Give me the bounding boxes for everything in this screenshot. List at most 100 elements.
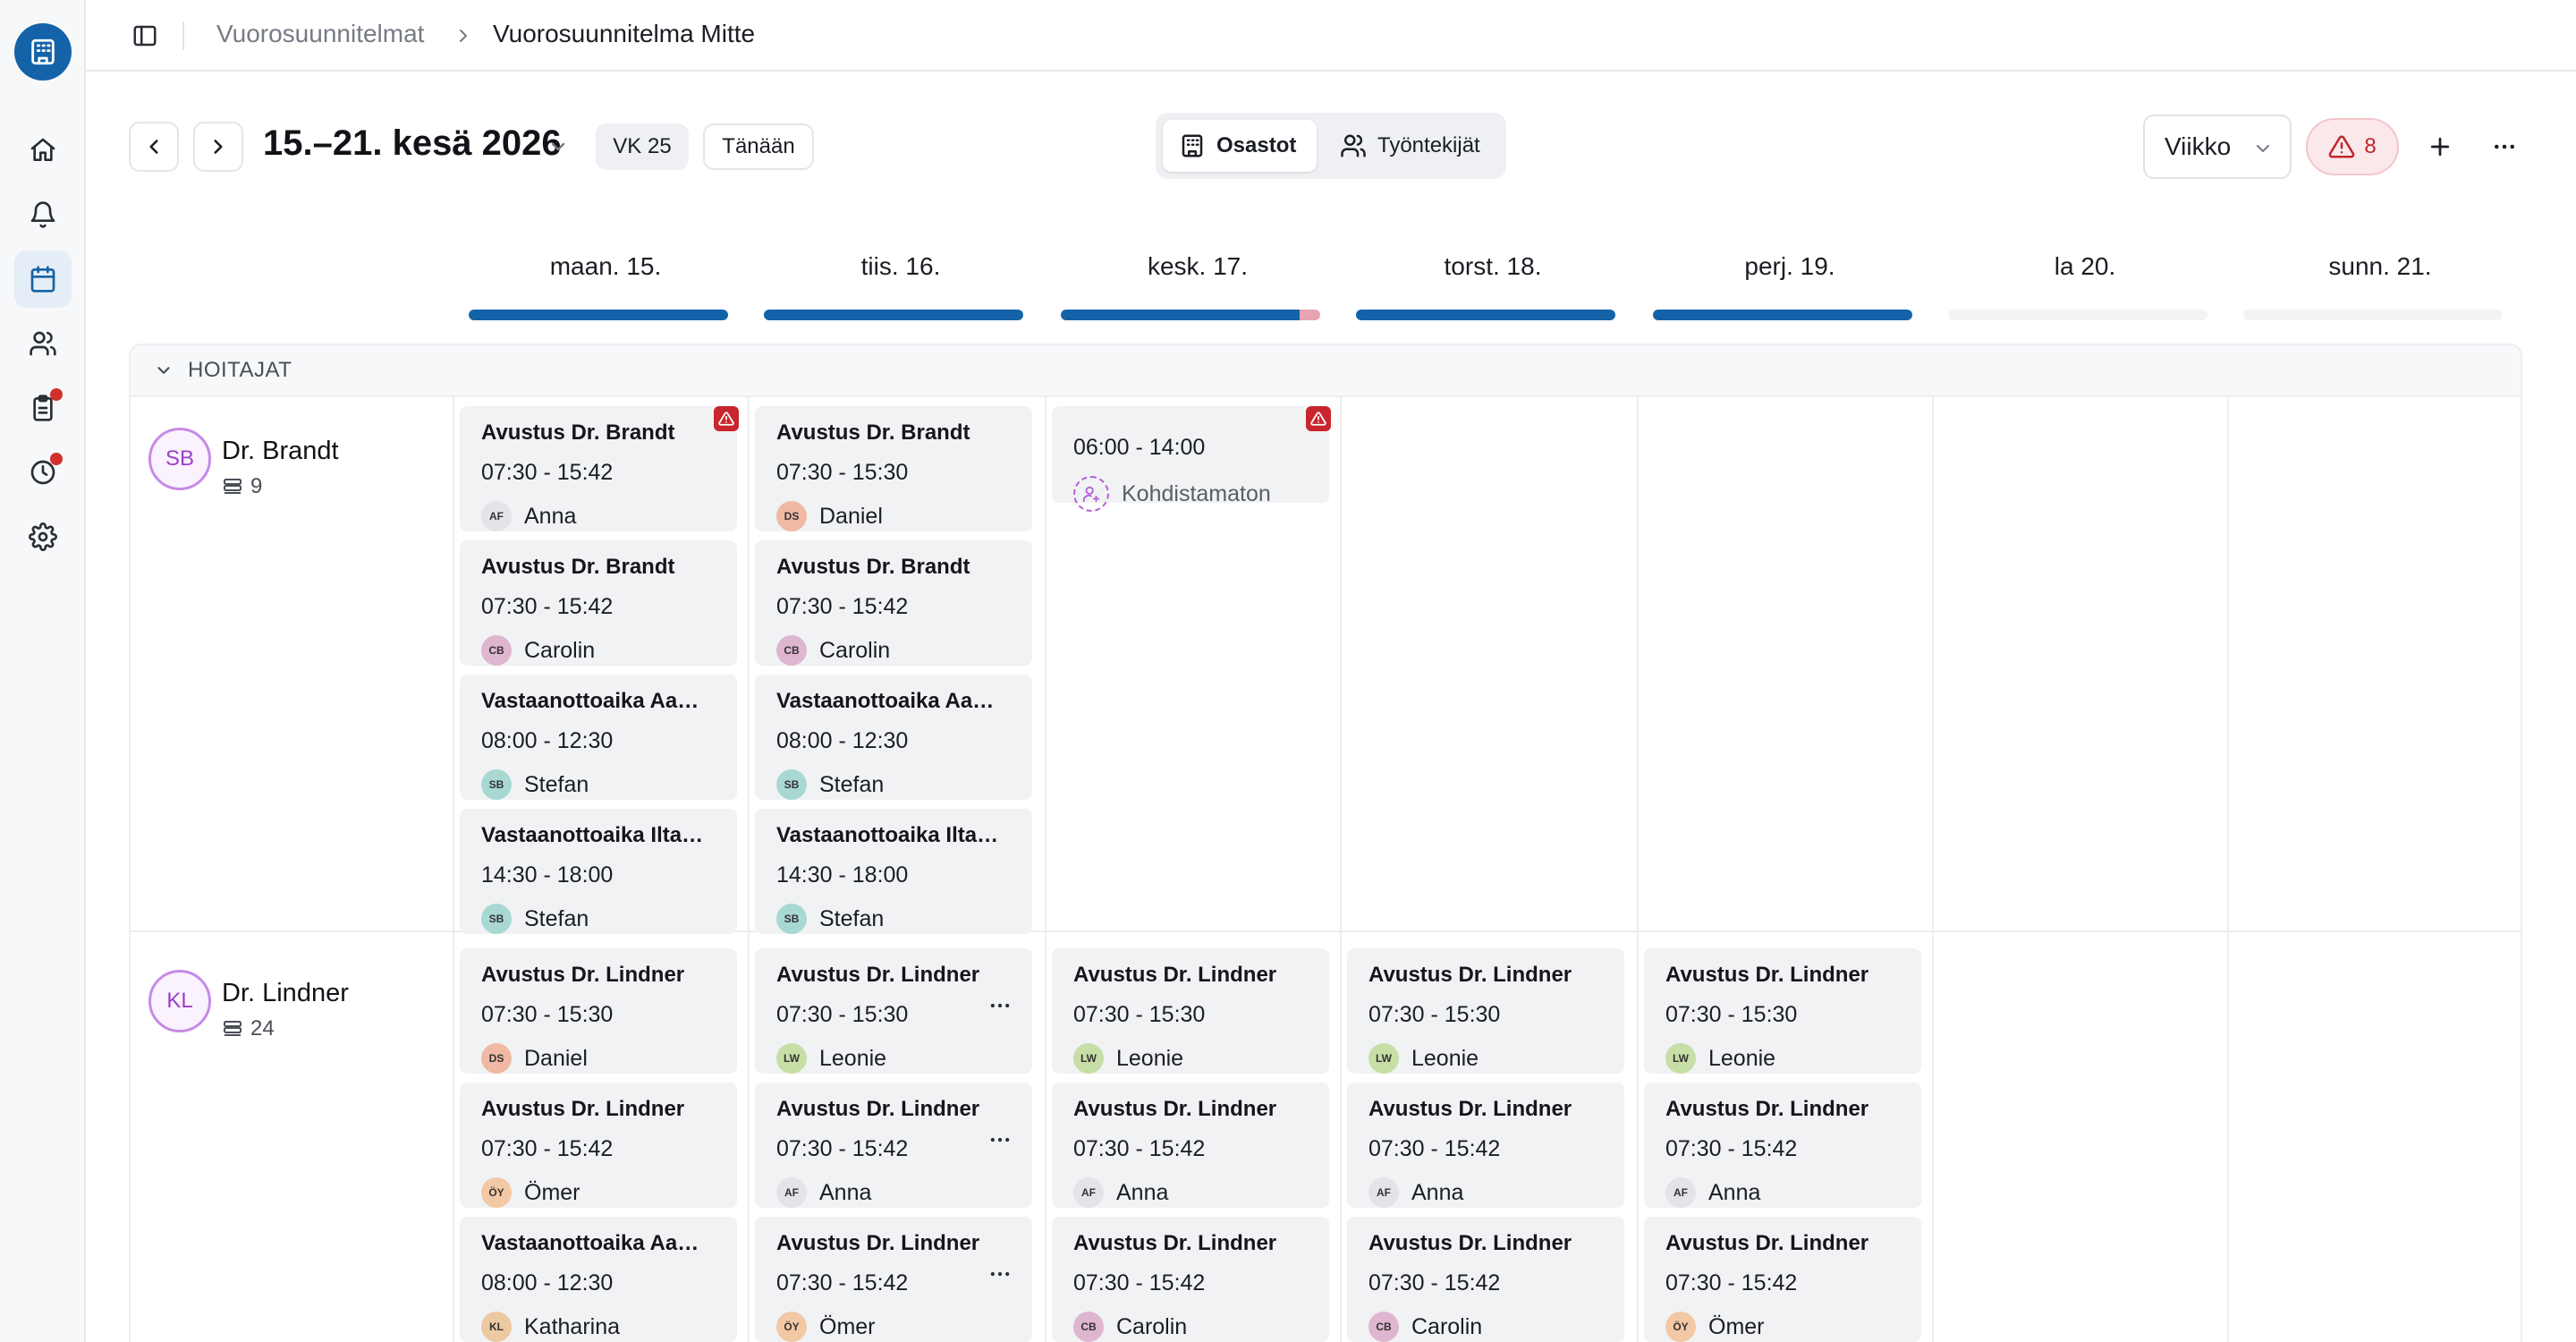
shift-card[interactable]: Vastaanottoaika Aamupäivä 08:00 - 12:30 SB…: [460, 675, 737, 800]
nav-settings[interactable]: [14, 508, 72, 565]
tab-label: Osastot: [1216, 133, 1297, 157]
shift-card[interactable]: Avustus Dr. Lindner 07:30 - 15:42 CB Caroli…: [1347, 1217, 1624, 1342]
schedule-grid: HOITAJAT SB Dr. Brandt 9 Avustus Dr. Brandt…: [129, 344, 2522, 1342]
users-icon: [30, 331, 56, 356]
shift-title: Avustus Dr. Lindner: [1665, 1231, 1869, 1255]
shift-card[interactable]: Avustus Dr. Lindner 07:30 - 15:30 LW Leonie: [755, 948, 1032, 1074]
more-options-button[interactable]: [2483, 125, 2526, 168]
shift-card[interactable]: Vastaanottoaika Aamupäivä 08:00 - 12:30 SB…: [755, 675, 1032, 800]
nav-home[interactable]: [14, 122, 72, 179]
shift-worker: CB Carolin: [481, 635, 716, 666]
column-divider: [1340, 397, 1342, 1342]
shift-time: 07:30 - 15:42: [1368, 1270, 1501, 1295]
group-header[interactable]: HOITAJAT: [131, 345, 2521, 397]
shift-time: 14:30 - 18:00: [481, 862, 614, 888]
shift-title: Avustus Dr. Brandt: [776, 420, 970, 445]
worker-name: Anna: [819, 1179, 872, 1205]
sidebar-toggle-button[interactable]: [129, 20, 161, 52]
previous-week-button[interactable]: [129, 122, 179, 172]
shift-time: 07:30 - 15:42: [1368, 1136, 1501, 1161]
shift-card[interactable]: Avustus Dr. Lindner 07:30 - 15:42 AF Anna: [1052, 1083, 1329, 1208]
users-icon: [1341, 134, 1366, 157]
more-horizontal-icon[interactable]: [987, 993, 1013, 1018]
alert-triangle-icon: [718, 412, 734, 426]
shift-card[interactable]: Avustus Dr. Lindner 07:30 - 15:42 AF Anna: [1347, 1083, 1624, 1208]
alert-triangle-icon: [1310, 412, 1326, 426]
shift-card[interactable]: Avustus Dr. Lindner 07:30 - 15:30 LW Leonie: [1347, 948, 1624, 1074]
shift-card[interactable]: Avustus Dr. Lindner 07:30 - 15:30 LW Leonie: [1644, 948, 1921, 1074]
shift-worker: SB Stefan: [776, 769, 1011, 800]
shift-card[interactable]: Avustus Dr. Brandt 07:30 - 15:30 DS Daniel: [755, 406, 1032, 531]
shift-worker: DS Daniel: [776, 501, 1011, 531]
nav-notifications[interactable]: [14, 186, 72, 243]
nav-requests[interactable]: [14, 379, 72, 437]
worker-name: Stefan: [819, 771, 885, 797]
worker-name: Leonie: [1411, 1045, 1479, 1071]
view-period-select[interactable]: Viikko: [2143, 115, 2292, 179]
person-name: Dr. Lindner: [222, 979, 349, 1007]
home-icon: [30, 138, 55, 161]
shift-card[interactable]: Avustus Dr. Brandt 07:30 - 15:42 CB Carolin: [755, 540, 1032, 666]
day-header: tiis. 16.: [860, 252, 941, 280]
building-icon: [31, 38, 55, 65]
shift-card[interactable]: Vastaanottoaika Aamupäivä 08:00 - 12:30 KL…: [460, 1217, 737, 1342]
warnings-button[interactable]: 8: [2306, 118, 2399, 175]
day-header: kesk. 17.: [1147, 252, 1249, 280]
shift-warning-badge[interactable]: [1306, 406, 1331, 431]
worker-avatar: LW: [1368, 1043, 1399, 1074]
more-horizontal-icon[interactable]: [987, 1127, 1013, 1152]
shift-card[interactable]: Avustus Dr. Lindner 07:30 - 15:42 AF Anna: [755, 1083, 1032, 1208]
shift-card[interactable]: Avustus Dr. Lindner 07:30 - 15:30 DS Daniel: [460, 948, 737, 1074]
shift-time: 14:30 - 18:00: [776, 862, 909, 888]
tab-departments[interactable]: Osastot: [1163, 120, 1317, 172]
shift-card[interactable]: Avustus Dr. Lindner 07:30 - 15:42 CB Caroli…: [1052, 1217, 1329, 1342]
sidebar: [0, 0, 86, 1342]
shift-count-value: 24: [250, 1016, 275, 1040]
coverage-bar-over: [1299, 310, 1320, 320]
nav-schedule[interactable]: [14, 251, 72, 308]
worker-name: Stefan: [524, 905, 589, 931]
shift-time: 07:30 - 15:30: [1665, 1002, 1798, 1027]
coverage-bar-fill: [1653, 310, 1912, 320]
shift-count: 9: [222, 474, 262, 499]
worker-avatar: AF: [481, 501, 512, 531]
shift-card[interactable]: Avustus Dr. Lindner 07:30 - 15:42 ÖY Ömer: [460, 1083, 737, 1208]
breadcrumb-root-link[interactable]: Vuorosuunnitelmat: [216, 20, 425, 47]
shift-warning-badge[interactable]: [714, 406, 739, 431]
shift-card[interactable]: Vastaanottoaika Iltapäivä 14:30 - 18:00 SB…: [755, 809, 1032, 934]
shift-time: 08:00 - 12:30: [481, 728, 614, 753]
shift-card[interactable]: Avustus Dr. Lindner 07:30 - 15:42 AF Anna: [1644, 1083, 1921, 1208]
shift-card[interactable]: Vastaanottoaika Iltapäivä 14:30 - 18:00 SB…: [460, 809, 737, 934]
shift-card[interactable]: Avustus Dr. Lindner 07:30 - 15:30 LW Leonie: [1052, 948, 1329, 1074]
day-header: sunn. 21.: [2328, 252, 2432, 280]
nav-employees[interactable]: [14, 315, 72, 372]
nav-time[interactable]: [14, 444, 72, 501]
chevron-down-icon[interactable]: [547, 136, 569, 157]
shift-card[interactable]: Avustus Dr. Lindner 07:30 - 15:42 ÖY Ömer: [755, 1217, 1032, 1342]
worker-avatar: AF: [1368, 1177, 1399, 1208]
week-number-badge: VK 25: [596, 123, 689, 170]
today-button[interactable]: Tänään: [703, 123, 814, 170]
shift-title: Avustus Dr. Lindner: [1073, 1097, 1277, 1121]
more-horizontal-icon[interactable]: [987, 1261, 1013, 1287]
shift-time: 07:30 - 15:30: [1073, 1002, 1206, 1027]
shift-title: Vastaanottoaika Iltapäivä: [481, 823, 716, 847]
add-button[interactable]: [2419, 125, 2462, 168]
shift-time: 07:30 - 15:42: [481, 594, 614, 619]
app-logo[interactable]: [14, 23, 72, 81]
worker-name: Stefan: [524, 771, 589, 797]
date-range-picker[interactable]: 15.–21. kesä 2026: [263, 123, 562, 163]
shift-worker: SB Stefan: [481, 904, 716, 934]
next-week-button[interactable]: [193, 122, 243, 172]
shift-worker: CB Carolin: [776, 635, 1011, 666]
worker-avatar: ÖY: [1665, 1312, 1696, 1342]
column-divider: [453, 397, 454, 1342]
shift-worker: LW Leonie: [1665, 1043, 1900, 1074]
shift-card[interactable]: Avustus Dr. Lindner 07:30 - 15:42 ÖY Ömer: [1644, 1217, 1921, 1342]
unassigned-shift-card[interactable]: 06:00 - 14:00 Kohdistamaton: [1052, 406, 1331, 512]
shift-card[interactable]: Avustus Dr. Brandt 07:30 - 15:42 CB Carolin: [460, 540, 737, 666]
shift-card[interactable]: Avustus Dr. Brandt 07:30 - 15:42 AF Anna: [460, 406, 739, 531]
day-header: la 20.: [2054, 252, 2116, 280]
worker-avatar: CB: [481, 635, 512, 666]
tab-employees[interactable]: Työntekijät: [1324, 120, 1499, 172]
